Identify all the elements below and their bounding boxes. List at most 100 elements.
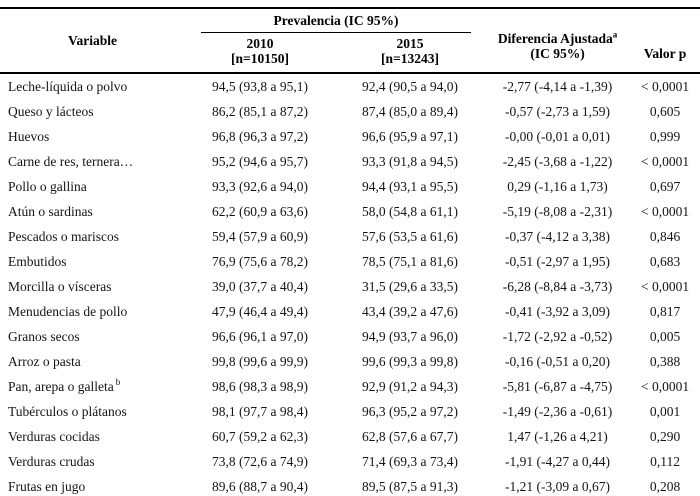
- prevalence-2015-cell: 78,5 (75,1 a 81,6): [362, 253, 458, 269]
- variable-cell: Verduras crudas: [8, 453, 95, 469]
- adjusted-difference-cell: -0,41 (-3,92 a 3,09): [505, 303, 610, 319]
- variable-cell: Atún o sardinas: [8, 203, 93, 219]
- prevalence-2015-cell: 57,6 (53,5 a 61,6): [362, 228, 458, 244]
- prevalence-2010-cell: 62,2 (60,9 a 63,6): [212, 203, 308, 219]
- table-row: Tubérculos o plátanos 98,1 (97,7 a 98,4) 9…: [0, 399, 700, 424]
- p-value-cell: 0,388: [649, 353, 681, 369]
- adjusted-difference-cell: -1,49 (-2,36 a -0,61): [502, 403, 613, 419]
- table-row: Huevos 96,8 (96,3 a 97,2) 96,6 (95,9 a 97,…: [0, 124, 700, 149]
- variable-cell: Verduras cocidas: [8, 428, 100, 444]
- variable-cell: Menudencias de pollo: [8, 303, 128, 319]
- prevalence-2015-cell: 96,3 (95,2 a 97,2): [362, 403, 458, 419]
- variable-cell: Morcilla o vísceras: [8, 278, 112, 294]
- variable-cell: Tubérculos o plátanos: [8, 403, 127, 419]
- table-row: Pan, arepa o galleta b 98,6 (98,3 a 98,9) 9…: [0, 374, 700, 399]
- prevalence-2015-cell: 92,9 (91,2 a 94,3): [362, 378, 458, 394]
- table-row: Carne de res, ternera… 95,2 (94,6 a 95,7)…: [0, 149, 700, 174]
- adjusted-difference-cell: -5,19 (-8,08 a -2,31): [502, 203, 613, 219]
- footnote-marker-b: b: [115, 377, 121, 387]
- prevalence-2015-cell: 96,6 (95,9 a 97,1): [362, 128, 458, 144]
- p-value-cell: < 0,0001: [640, 378, 690, 394]
- variable-cell: Pescados o mariscos: [8, 228, 119, 244]
- prevalence-2010-cell: 95,2 (94,6 a 95,7): [212, 153, 308, 169]
- year-2010-column-header: 2010 [n=10150]: [185, 33, 335, 73]
- prevalence-2015-cell: 87,4 (85,0 a 89,4): [362, 103, 458, 119]
- table-row: Granos secos 96,6 (96,1 a 97,0) 94,9 (93,7…: [0, 324, 700, 349]
- prevalence-2015-cell: 93,3 (91,8 a 94,5): [362, 153, 458, 169]
- table-body: Leche-líquida o polvo 94,5 (93,8 a 95,1) 9…: [0, 73, 700, 496]
- prevalence-2015-cell: 89,5 (87,5 a 91,3): [362, 478, 458, 494]
- variable-cell: Huevos: [8, 128, 50, 144]
- header-row-top: Variable Prevalencia (IC 95%) Diferencia…: [0, 8, 700, 61]
- p-value-column-header: Valor p: [643, 46, 687, 61]
- table-row: Embutidos 76,9 (75,6 a 78,2) 78,5 (75,1 a …: [0, 249, 700, 274]
- adjusted-difference-cell: -0,16 (-0,51 a 0,20): [505, 353, 610, 369]
- p-value-cell: 0,112: [650, 453, 680, 469]
- prevalence-2010-cell: 94,5 (93,8 a 95,1): [212, 78, 308, 94]
- prevalence-2015-cell: 62,8 (57,6 a 67,7): [362, 428, 458, 444]
- variable-cell: Embutidos: [8, 253, 67, 269]
- prevalence-2010-cell: 98,6 (98,3 a 98,9): [212, 378, 308, 394]
- adjusted-difference-cell: 0,29 (-1,16 a 1,73): [507, 178, 608, 194]
- table-row: Morcilla o vísceras 39,0 (37,7 a 40,4) 31,…: [0, 274, 700, 299]
- table-row: Verduras cocidas 60,7 (59,2 a 62,3) 62,8 (…: [0, 424, 700, 449]
- prevalence-2015-cell: 94,9 (93,7 a 96,0): [362, 328, 458, 344]
- prevalence-2015-cell: 94,4 (93,1 a 95,5): [362, 178, 458, 194]
- variable-cell: Pan, arepa o galleta b: [8, 377, 121, 394]
- prevalence-group-header: Prevalencia (IC 95%): [185, 8, 485, 33]
- prevalence-2010-cell: 98,1 (97,7 a 98,4): [212, 403, 308, 419]
- prevalence-2010-cell: 73,8 (72,6 a 74,9): [212, 453, 308, 469]
- year-2010-sample-size: [n=10150]: [231, 51, 289, 66]
- p-value-cell: < 0,0001: [640, 153, 690, 169]
- table-row: Frutas en jugo 89,6 (88,7 a 90,4) 89,5 (87…: [0, 474, 700, 496]
- variable-cell: Carne de res, ternera…: [8, 153, 134, 169]
- prevalence-2010-cell: 99,8 (99,6 a 99,9): [212, 353, 308, 369]
- p-value-cell: 0,001: [649, 403, 681, 419]
- adjusted-difference-cell: -2,77 (-4,14 a -1,39): [502, 78, 613, 94]
- prevalence-2015-cell: 99,6 (99,3 a 99,8): [362, 353, 458, 369]
- year-2015-column-header: 2015 [n=13243]: [335, 33, 485, 73]
- prevalence-2015-cell: 92,4 (90,5 a 94,0): [362, 78, 458, 94]
- prevalence-group-label: Prevalencia (IC 95%): [201, 13, 472, 33]
- variable-cell: Queso y lácteos: [8, 103, 94, 119]
- adjusted-difference-cell: -0,37 (-4,12 a 3,38): [505, 228, 610, 244]
- prevalence-2015-cell: 31,5 (29,6 a 33,5): [362, 278, 458, 294]
- p-value-cell: 0,817: [649, 303, 681, 319]
- p-value-cell: 0,605: [649, 103, 681, 119]
- table-row: Leche-líquida o polvo 94,5 (93,8 a 95,1) 9…: [0, 73, 700, 99]
- prevalence-2010-cell: 93,3 (92,6 a 94,0): [212, 178, 308, 194]
- prevalence-2010-cell: 76,9 (75,6 a 78,2): [212, 253, 308, 269]
- adjusted-difference-cell: -1,91 (-4,27 a 0,44): [505, 453, 610, 469]
- prevalence-2010-cell: 96,6 (96,1 a 97,0): [212, 328, 308, 344]
- p-value-cell: < 0,0001: [640, 78, 690, 94]
- p-value-cell: 0,290: [649, 428, 681, 444]
- adjusted-difference-cell: -0,00 (-0,01 a 0,01): [505, 128, 610, 144]
- year-2015-label: 2015: [396, 36, 424, 51]
- adjusted-difference-ci-label: (IC 95%): [530, 46, 585, 61]
- adjusted-difference-cell: -2,45 (-3,68 a -1,22): [502, 153, 613, 169]
- prevalence-2010-cell: 89,6 (88,7 a 90,4): [212, 478, 308, 494]
- table-row: Pollo o gallina 93,3 (92,6 a 94,0) 94,4 (9…: [0, 174, 700, 199]
- adjusted-difference-cell: -5,81 (-6,87 a -4,75): [502, 378, 613, 394]
- prevalence-2015-cell: 71,4 (69,3 a 73,4): [362, 453, 458, 469]
- adjusted-difference-cell: -0,57 (-2,73 a 1,59): [505, 103, 610, 119]
- table-row: Queso y lácteos 86,2 (85,1 a 87,2) 87,4 (8…: [0, 99, 700, 124]
- p-value-cell: < 0,0001: [640, 203, 690, 219]
- prevalence-2010-cell: 60,7 (59,2 a 62,3): [212, 428, 308, 444]
- table-row: Atún o sardinas 62,2 (60,9 a 63,6) 58,0 (5…: [0, 199, 700, 224]
- variable-cell: Arroz o pasta: [8, 353, 81, 369]
- variable-cell: Frutas en jugo: [8, 478, 86, 494]
- header-row-years: 2010 [n=10150] 2015 [n=13243]: [0, 33, 700, 73]
- prevalence-2010-cell: 86,2 (85,1 a 87,2): [212, 103, 308, 119]
- adjusted-difference-cell: 1,47 (-1,26 a 4,21): [507, 428, 608, 444]
- adjusted-difference-cell: -1,72 (-2,92 a -0,52): [502, 328, 613, 344]
- p-value-cell: 0,005: [649, 328, 681, 344]
- variable-cell: Granos secos: [8, 328, 80, 344]
- adjusted-difference-cell: -6,28 (-8,84 a -3,73): [502, 278, 613, 294]
- adjusted-difference-label: Diferencia Ajustada: [497, 31, 613, 46]
- prevalence-2010-cell: 59,4 (57,9 a 60,9): [212, 228, 308, 244]
- table-row: Pescados o mariscos 59,4 (57,9 a 60,9) 57,…: [0, 224, 700, 249]
- prevalence-2015-cell: 58,0 (54,8 a 61,1): [362, 203, 458, 219]
- table-row: Menudencias de pollo 47,9 (46,4 a 49,4) 43…: [0, 299, 700, 324]
